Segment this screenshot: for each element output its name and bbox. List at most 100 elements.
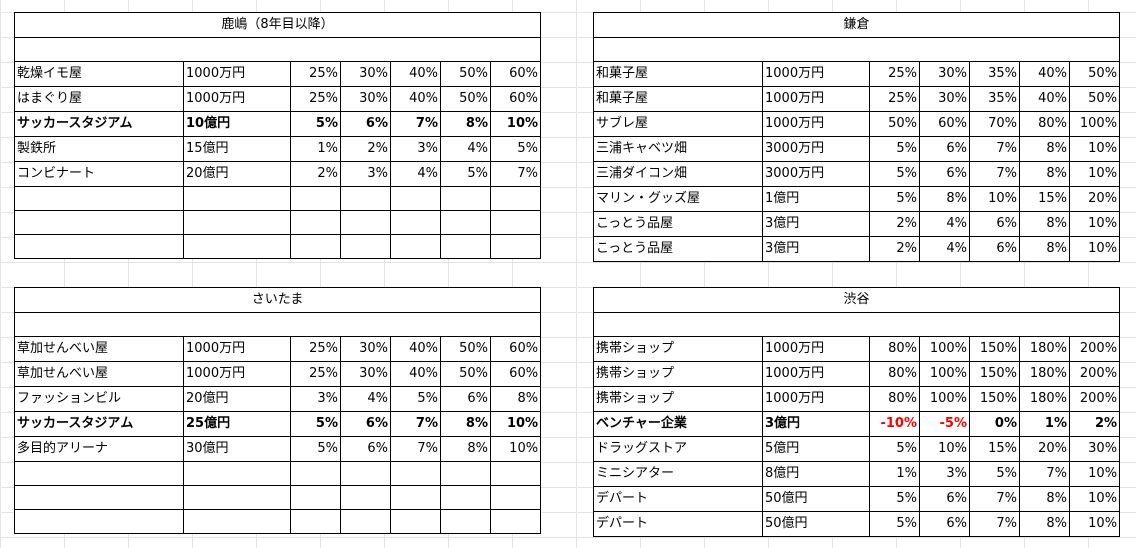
return-rate-cell[interactable]: 20% <box>1068 186 1121 212</box>
return-rate-cell[interactable]: 30% <box>340 361 391 387</box>
return-rate-cell[interactable]: 7% <box>390 436 441 462</box>
blank-cell[interactable] <box>13 37 542 62</box>
return-rate-cell[interactable]: 150% <box>969 361 1020 387</box>
return-rate-cell[interactable]: 1% <box>1019 411 1070 437</box>
return-rate-cell[interactable]: 6% <box>969 211 1020 237</box>
property-name-cell[interactable]: 和菓子屋 <box>593 61 763 87</box>
return-rate-cell[interactable]: 50% <box>440 336 491 362</box>
property-name-cell[interactable] <box>14 509 184 534</box>
return-rate-cell[interactable]: 3% <box>340 161 391 187</box>
return-rate-cell[interactable]: 60% <box>489 61 542 87</box>
return-rate-cell[interactable]: 8% <box>440 111 491 137</box>
return-rate-cell[interactable]: 7% <box>489 161 542 187</box>
return-rate-cell[interactable]: 1% <box>290 136 341 162</box>
return-rate-cell[interactable] <box>290 509 341 534</box>
return-rate-cell[interactable]: 4% <box>919 236 970 262</box>
return-rate-cell[interactable]: -5% <box>919 411 970 437</box>
return-rate-cell[interactable]: 60% <box>919 111 970 137</box>
property-price-cell[interactable] <box>183 461 291 486</box>
return-rate-cell[interactable]: 7% <box>1019 461 1070 487</box>
return-rate-cell[interactable]: 60% <box>489 336 542 362</box>
property-price-cell[interactable]: 50億円 <box>762 511 870 537</box>
return-rate-cell[interactable]: 2% <box>1068 411 1121 437</box>
property-name-cell[interactable]: 携帯ショップ <box>593 361 763 387</box>
property-name-cell[interactable] <box>14 234 184 259</box>
return-rate-cell[interactable]: 80% <box>869 386 920 412</box>
return-rate-cell[interactable] <box>489 234 542 259</box>
return-rate-cell[interactable]: 180% <box>1019 336 1070 362</box>
return-rate-cell[interactable]: 25% <box>290 361 341 387</box>
property-price-cell[interactable]: 1000万円 <box>762 111 870 137</box>
return-rate-cell[interactable]: 180% <box>1019 386 1070 412</box>
return-rate-cell[interactable]: 2% <box>340 136 391 162</box>
property-price-cell[interactable]: 1000万円 <box>183 361 291 387</box>
return-rate-cell[interactable]: 6% <box>969 236 1020 262</box>
return-rate-cell[interactable] <box>440 210 491 235</box>
return-rate-cell[interactable]: 8% <box>1019 136 1070 162</box>
return-rate-cell[interactable] <box>489 485 542 510</box>
return-rate-cell[interactable]: 7% <box>390 411 441 437</box>
property-name-cell[interactable]: 乾燥イモ屋 <box>14 61 184 87</box>
return-rate-cell[interactable] <box>340 234 391 259</box>
property-name-cell[interactable]: はまぐり屋 <box>14 86 184 112</box>
property-price-cell[interactable]: 8億円 <box>762 461 870 487</box>
return-rate-cell[interactable]: 30% <box>919 86 970 112</box>
property-name-cell[interactable]: サブレ屋 <box>593 111 763 137</box>
return-rate-cell[interactable] <box>390 485 441 510</box>
return-rate-cell[interactable]: 30% <box>919 61 970 87</box>
return-rate-cell[interactable]: 4% <box>340 386 391 412</box>
property-name-cell[interactable]: ファッションビル <box>14 386 184 412</box>
return-rate-cell[interactable]: 30% <box>1068 436 1121 462</box>
return-rate-cell[interactable]: 6% <box>340 411 391 437</box>
return-rate-cell[interactable] <box>440 461 491 486</box>
return-rate-cell[interactable]: 50% <box>869 111 920 137</box>
blank-cell[interactable] <box>592 312 1121 337</box>
return-rate-cell[interactable]: 8% <box>489 386 542 412</box>
table-title[interactable]: 鎌倉 <box>592 12 1121 38</box>
return-rate-cell[interactable]: 8% <box>440 411 491 437</box>
return-rate-cell[interactable] <box>440 234 491 259</box>
return-rate-cell[interactable]: 8% <box>1019 161 1070 187</box>
property-name-cell[interactable]: 草加せんべい屋 <box>14 361 184 387</box>
return-rate-cell[interactable]: 6% <box>340 111 391 137</box>
property-name-cell[interactable]: 三浦ダイコン畑 <box>593 161 763 187</box>
property-price-cell[interactable]: 3000万円 <box>762 136 870 162</box>
return-rate-cell[interactable]: 8% <box>440 436 491 462</box>
return-rate-cell[interactable]: 25% <box>290 336 341 362</box>
property-name-cell[interactable]: 三浦キャベツ畑 <box>593 136 763 162</box>
return-rate-cell[interactable]: 8% <box>1019 236 1070 262</box>
property-price-cell[interactable]: 1000万円 <box>762 86 870 112</box>
return-rate-cell[interactable] <box>390 461 441 486</box>
return-rate-cell[interactable]: 10% <box>489 111 542 137</box>
table-title[interactable]: 渋谷 <box>592 287 1121 313</box>
property-price-cell[interactable]: 25億円 <box>183 411 291 437</box>
return-rate-cell[interactable]: 10% <box>1068 211 1121 237</box>
return-rate-cell[interactable]: 10% <box>489 411 542 437</box>
return-rate-cell[interactable]: 1% <box>869 461 920 487</box>
property-price-cell[interactable] <box>183 210 291 235</box>
return-rate-cell[interactable]: 5% <box>869 186 920 212</box>
return-rate-cell[interactable]: 100% <box>919 386 970 412</box>
return-rate-cell[interactable]: 30% <box>340 336 391 362</box>
return-rate-cell[interactable]: 5% <box>969 461 1020 487</box>
return-rate-cell[interactable] <box>440 186 491 211</box>
return-rate-cell[interactable] <box>489 210 542 235</box>
return-rate-cell[interactable]: 10% <box>1068 236 1121 262</box>
property-name-cell[interactable] <box>14 186 184 211</box>
property-name-cell[interactable] <box>14 461 184 486</box>
blank-cell[interactable] <box>592 37 1121 62</box>
return-rate-cell[interactable]: 4% <box>919 211 970 237</box>
return-rate-cell[interactable]: 10% <box>1068 511 1121 537</box>
return-rate-cell[interactable]: 5% <box>869 511 920 537</box>
return-rate-cell[interactable]: 5% <box>290 111 341 137</box>
return-rate-cell[interactable]: 40% <box>390 361 441 387</box>
return-rate-cell[interactable]: 30% <box>340 61 391 87</box>
property-price-cell[interactable]: 50億円 <box>762 486 870 512</box>
return-rate-cell[interactable]: 35% <box>969 61 1020 87</box>
return-rate-cell[interactable]: 10% <box>1068 461 1121 487</box>
return-rate-cell[interactable]: 40% <box>1019 86 1070 112</box>
return-rate-cell[interactable]: 7% <box>969 161 1020 187</box>
return-rate-cell[interactable]: 50% <box>440 86 491 112</box>
return-rate-cell[interactable] <box>489 186 542 211</box>
property-price-cell[interactable]: 3000万円 <box>762 161 870 187</box>
